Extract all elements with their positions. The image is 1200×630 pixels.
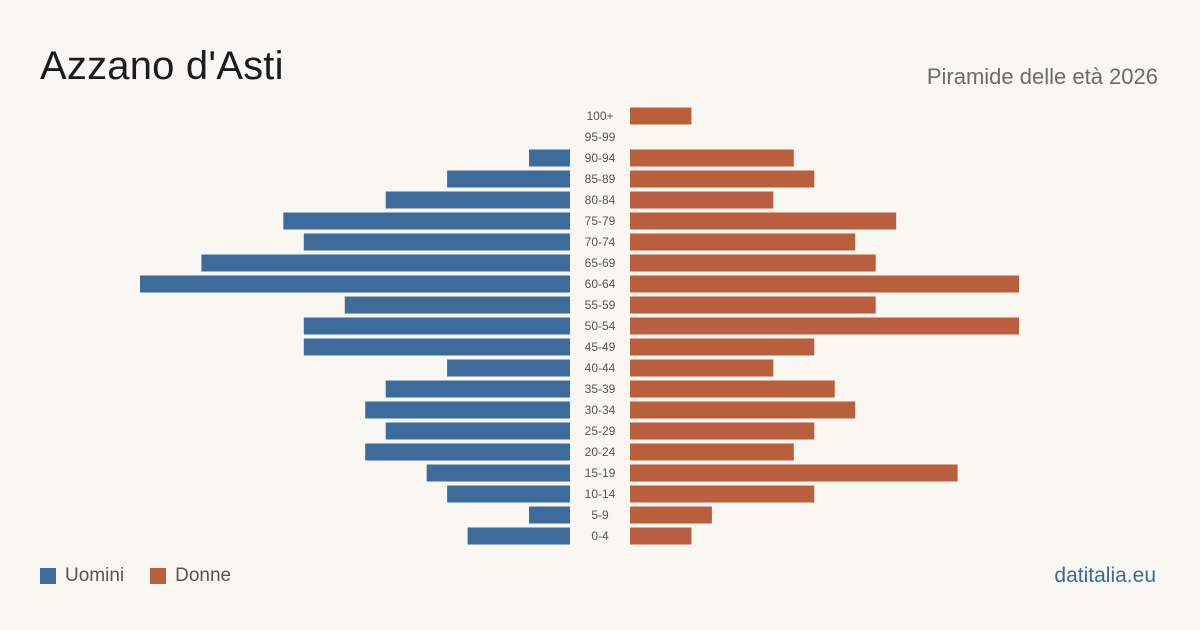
bar-men-60-64 <box>140 275 570 293</box>
bar-women-50-54 <box>630 317 1020 335</box>
legend-label-men: Uomini <box>65 565 125 586</box>
age-group-label: 40-44 <box>585 361 616 375</box>
age-group-label: 45-49 <box>585 340 616 354</box>
age-group-label: 25-29 <box>585 424 616 438</box>
bar-women-85-89 <box>630 170 815 188</box>
bar-men-75-79 <box>283 212 570 230</box>
bar-women-40-44 <box>630 359 774 377</box>
age-group-label: 20-24 <box>585 445 616 459</box>
age-group-label: 95-99 <box>585 130 616 144</box>
age-group-label: 70-74 <box>585 235 616 249</box>
age-group-label: 0-4 <box>591 529 609 543</box>
age-group-label: 90-94 <box>585 151 616 165</box>
legend-label-women: Donne <box>175 565 232 586</box>
legend-swatch-women <box>150 568 167 584</box>
bar-men-70-74 <box>303 233 570 251</box>
bar-women-65-69 <box>630 254 876 272</box>
bar-men-15-19 <box>426 464 570 482</box>
bar-men-55-59 <box>344 296 570 314</box>
bar-women-70-74 <box>630 233 856 251</box>
bar-women-75-79 <box>630 212 897 230</box>
bar-women-10-14 <box>630 485 815 503</box>
page-title: Azzano d'Asti <box>40 44 284 88</box>
bar-women-25-29 <box>630 422 815 440</box>
age-group-label: 50-54 <box>585 319 616 333</box>
bar-men-25-29 <box>385 422 570 440</box>
age-group-label: 30-34 <box>585 403 616 417</box>
bar-men-80-84 <box>385 191 570 209</box>
bar-men-10-14 <box>447 485 570 503</box>
bar-men-5-9 <box>529 506 570 524</box>
age-group-label: 80-84 <box>585 193 616 207</box>
age-group-label: 75-79 <box>585 214 616 228</box>
bar-men-50-54 <box>303 317 570 335</box>
chart-subtitle: Piramide delle età 2026 <box>926 64 1158 89</box>
bar-men-20-24 <box>365 443 570 461</box>
bar-men-85-89 <box>447 170 570 188</box>
source-link[interactable]: datitalia.eu <box>1054 564 1156 587</box>
bar-women-45-49 <box>630 338 815 356</box>
age-group-label: 10-14 <box>585 487 616 501</box>
bar-women-0-4 <box>630 527 692 545</box>
age-group-label: 35-39 <box>585 382 616 396</box>
legend-swatch-men <box>40 568 56 584</box>
bar-women-60-64 <box>630 275 1020 293</box>
legend-item-women: Donne <box>150 565 231 587</box>
bar-men-40-44 <box>447 359 570 377</box>
age-group-label: 15-19 <box>585 466 616 480</box>
bar-women-55-59 <box>630 296 876 314</box>
legend: Uomini Donne <box>40 565 257 587</box>
bar-men-30-34 <box>365 401 570 419</box>
bar-women-5-9 <box>630 506 712 524</box>
bar-women-100plus <box>630 107 692 125</box>
age-group-label: 55-59 <box>585 298 616 312</box>
age-group-label: 5-9 <box>591 508 609 522</box>
bar-men-90-94 <box>529 149 570 167</box>
age-group-label: 85-89 <box>585 172 616 186</box>
legend-item-men: Uomini <box>40 565 124 587</box>
bar-men-0-4 <box>467 527 570 545</box>
bar-women-30-34 <box>630 401 856 419</box>
age-group-label: 60-64 <box>585 277 616 291</box>
bar-women-90-94 <box>630 149 794 167</box>
bar-men-45-49 <box>303 338 570 356</box>
age-group-label: 65-69 <box>585 256 616 270</box>
age-group-label: 100+ <box>586 109 613 123</box>
bar-men-65-69 <box>201 254 570 272</box>
bar-women-80-84 <box>630 191 774 209</box>
bar-women-15-19 <box>630 464 958 482</box>
bar-men-35-39 <box>385 380 570 398</box>
bar-women-35-39 <box>630 380 835 398</box>
bar-women-20-24 <box>630 443 794 461</box>
